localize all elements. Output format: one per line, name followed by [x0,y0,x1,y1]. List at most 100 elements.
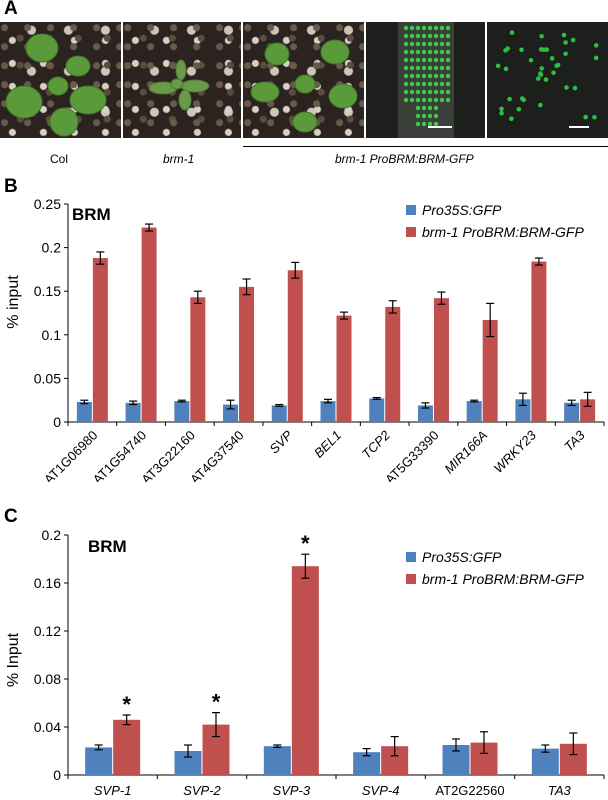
chart-b-ytick-label: 0 [53,414,61,430]
chart-b-error-bar [534,257,543,266]
chart-c-ytick-label: 0.16 [34,575,61,591]
chart-c-ytick-label: 0.08 [34,671,61,687]
chart-c-category-label: SVP-2 [183,783,221,798]
chart-c-error-bar [452,738,460,752]
chart-c-ytick-label: 0.2 [42,527,62,543]
chart-b-ytick-label: 0.15 [34,283,61,299]
chart-b-category-label: AT4G37540 [187,428,246,482]
chart-b-bar-brm-gfp [141,227,157,422]
chart-b-legend-label: Pro35S:GFP [422,202,502,218]
root-tip-gfp-photo [366,22,485,138]
caption-complement: brm-1 ProBRM:BRM-GFP [335,152,474,166]
chart-b-bar-gfp [564,402,580,422]
chart-b-bar-brm-gfp [336,315,352,422]
chart-b-error-bar [372,396,381,400]
chart-b-ytick-label: 0.1 [42,327,62,343]
chart-b-error-bar [177,399,186,403]
chart-c-error-bar [301,553,310,579]
chart-b-error-bar [145,223,154,232]
chart-b-bar-brm-gfp [92,258,108,422]
complemented-rosette-image [250,39,358,133]
chart-b-error-bar [583,391,592,407]
chart-c-ytick-label: 0.12 [34,623,61,639]
caption-col: Col [50,152,69,166]
chart-c-bar-gfp [531,748,559,775]
chart-b-ylabel: % input [5,275,22,329]
chart-c-legend-label: brm-1 ProBRM:BRM-GFP [422,571,584,587]
chart-b-error-bar [275,403,284,407]
chart-c-error-bar [273,744,282,748]
chart-b-category-label: WRKY23 [491,427,540,476]
chart-b-bar-gfp [466,401,482,422]
chart-c-significance-star: * [212,690,221,715]
chart-b-category-label: SVP [266,427,295,456]
chart-c-bar-gfp [85,747,113,775]
chart-b-bar-brm-gfp [531,261,547,422]
chart-c-error-bar [541,744,550,753]
chart-b-error-bar [291,261,300,279]
col-rosette-image [5,33,107,137]
chart-b-ytick-label: 0.2 [42,240,62,256]
brm1-rosette-image [148,59,210,111]
chart-b-error-bar [129,400,138,406]
chart-b: B BRM % input 00.050.10.150.20.25AT1G069… [4,176,605,482]
caption-brm1: brm-1 [163,152,195,166]
nuclei-gfp-photo [487,22,608,138]
chart-c-bar-gfp [353,752,381,775]
chart-c-error-bar [390,736,399,757]
chart-c-category-label: TA3 [548,783,572,798]
chart-c-legend-swatch [406,552,416,562]
chart-b-bar-gfp [320,401,336,422]
chart-b-legend-swatch [406,227,416,237]
chart-b-bar-gfp [76,401,92,422]
chart-b-inner-title: BRM [72,205,111,224]
chart-b-error-bar [226,399,235,410]
chart-c-significance-star: * [301,531,310,556]
chart-b-error-bar [518,392,527,407]
chart-b-bar-brm-gfp [482,319,498,422]
chart-c-category-label: SVP-3 [273,783,311,798]
chart-b-ytick-label: 0.05 [34,370,61,386]
chart-b-error-bar [421,402,430,409]
chart-b-legend-swatch [406,205,416,215]
root-tip-gfp-image [398,22,454,138]
chart-c-legend-swatch [406,574,416,584]
chart-b-bar-gfp [271,405,287,422]
chart-b-category-label: AT5G33390 [382,428,441,482]
chart-c: C BRM % Input 0 0.04 0.08 0.12 0.16 0.2 * SVP-1… [4,506,605,798]
chart-c-inner-title: BRM [88,537,127,556]
chart-b-bar-gfp [125,402,141,422]
chart-b-bar-gfp [174,401,190,422]
chart-b-error-bar [470,399,479,403]
chart-c-bar-gfp [263,746,291,775]
chart-c-category-label: AT2G22560 [435,783,504,798]
chart-c-bar-brm-gfp [113,719,141,775]
chart-b-error-bar [340,311,348,320]
nuclei-gfp-image [495,30,599,128]
chart-b-bar-brm-gfp [287,270,303,422]
chart-c-error-bar [362,748,371,757]
chart-b-error-bar [80,399,89,405]
chart-b-bar-gfp [369,398,385,422]
chart-c-ytick-label: 0.04 [34,719,61,735]
chart-c-error-bar [212,712,220,738]
chart-b-bar-brm-gfp [385,306,401,422]
chart-b-legend-label: brm-1 ProBRM:BRM-GFP [422,224,584,240]
chart-b-error-bar [567,399,576,407]
chart-c-error-bar [480,731,488,754]
chart-c-significance-star: * [122,692,131,717]
chart-b-error-bar [324,398,332,404]
complemented-plant-photo [243,22,364,138]
chart-b-ytick-label: 0.25 [34,196,61,212]
panel-b-letter: B [4,176,18,197]
col-plant-photo [0,22,121,138]
chart-b-error-bar [486,302,495,338]
chart-b-error-bar [193,290,202,305]
panel-c-letter: C [4,506,18,527]
chart-b-bar-brm-gfp [239,286,255,422]
chart-b-category-label: BEL1 [311,428,344,461]
chart-c-ytick-label: 0 [53,767,61,783]
chart-c-error-bar [569,732,578,756]
chart-b-error-bar [96,251,105,265]
complement-underline [243,146,608,147]
